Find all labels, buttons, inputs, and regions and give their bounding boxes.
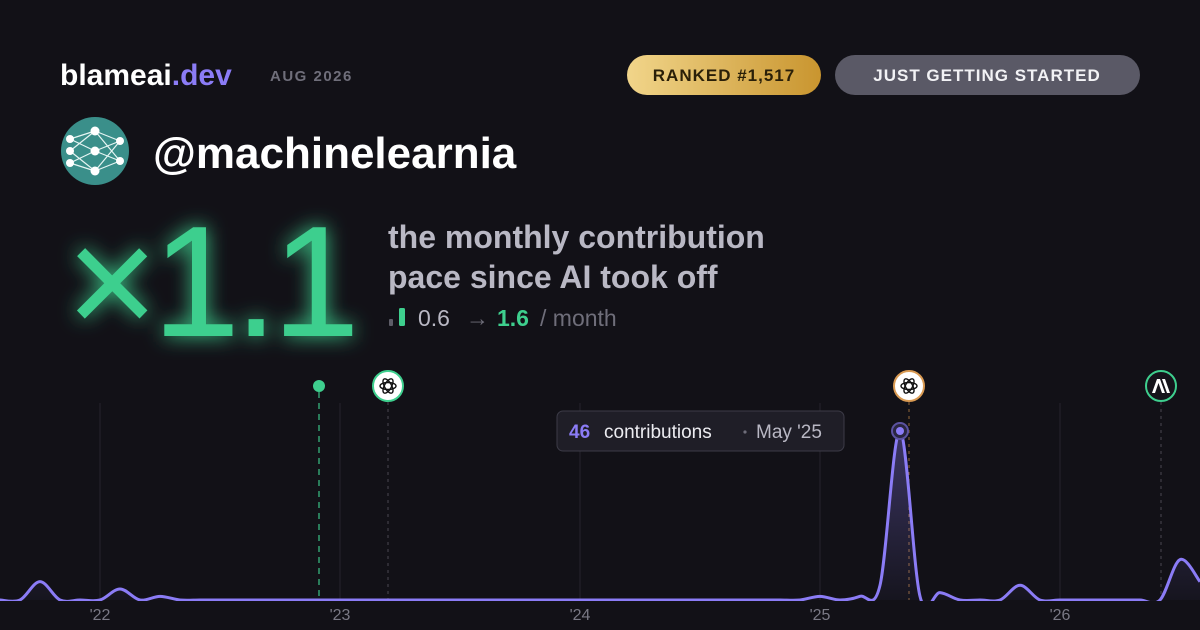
date: AUG 2026 bbox=[270, 68, 353, 85]
x-tick-label: '24 bbox=[570, 607, 591, 624]
pace-before: 0.6 bbox=[418, 305, 450, 331]
description-line: the monthly contribution bbox=[388, 219, 765, 255]
anthropic-icon bbox=[1145, 370, 1177, 402]
openai-icon bbox=[893, 370, 925, 402]
avatar bbox=[61, 117, 129, 185]
description-line: pace since AI took off bbox=[388, 259, 718, 295]
pace-unit: / month bbox=[540, 305, 617, 331]
status-badge-text: JUST GETTING STARTED bbox=[873, 66, 1100, 85]
tooltip-date: May '25 bbox=[756, 422, 822, 443]
x-tick-label: '26 bbox=[1050, 607, 1071, 624]
pace-icon bbox=[389, 308, 405, 326]
pace-arrow: → bbox=[466, 305, 489, 331]
tooltip-value: 46 bbox=[569, 422, 590, 443]
rank-badge bbox=[627, 55, 821, 95]
line-area bbox=[0, 430, 1200, 601]
multiplier: ×1.1 bbox=[66, 194, 354, 370]
pace-after: 1.6 bbox=[497, 305, 529, 331]
brand-tld: .dev bbox=[172, 59, 232, 92]
handle: @machinelearnia bbox=[153, 129, 517, 178]
x-tick-label: '23 bbox=[330, 607, 351, 624]
brand: blameai.dev bbox=[60, 59, 232, 92]
peak-dot bbox=[896, 427, 904, 435]
x-tick-label: '22 bbox=[90, 607, 111, 624]
openai-icon bbox=[372, 370, 404, 402]
tooltip: 46 contributions May '25 bbox=[556, 410, 845, 452]
status-badge bbox=[835, 55, 1140, 95]
event-markers bbox=[313, 370, 1177, 600]
brand-name: blameai bbox=[60, 59, 172, 92]
x-tick-label: '25 bbox=[810, 607, 831, 624]
grid: '22 '23 '24 '25 '26 bbox=[90, 403, 1071, 624]
plot bbox=[0, 429, 1200, 601]
tooltip-label: contributions bbox=[604, 422, 712, 443]
rank-badge-text: RANKED #1,517 bbox=[653, 66, 795, 85]
tooltip-separator bbox=[743, 430, 747, 434]
peak-marker bbox=[891, 422, 909, 440]
line bbox=[0, 429, 1200, 601]
